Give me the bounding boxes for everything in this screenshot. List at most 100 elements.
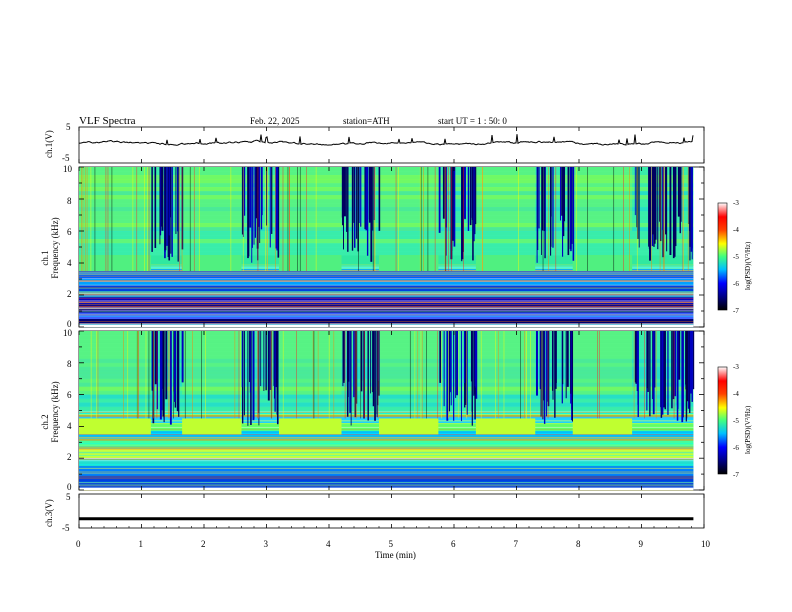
- spec-spike: [552, 167, 554, 248]
- spec-bright-spike: [420, 331, 422, 419]
- spec-spike: [567, 167, 570, 256]
- x-tick-label: 9: [639, 539, 644, 549]
- spec-bright-spike: [96, 331, 98, 419]
- spec-band: [79, 211, 694, 216]
- spec-bright-spike: [193, 167, 195, 271]
- spec-spike: [450, 331, 451, 393]
- spec-bright-spike: [289, 167, 290, 271]
- spec-bright-spike: [466, 331, 467, 419]
- spec-bright-spike: [287, 167, 289, 271]
- spec-bright-spike: [156, 331, 158, 419]
- spec-streak: [79, 304, 694, 306]
- spec-streak: [79, 434, 694, 436]
- spec-bright-spike: [598, 331, 600, 419]
- spec-spike: [260, 331, 262, 387]
- spec-streak: [79, 452, 694, 454]
- spec-spike: [249, 331, 250, 383]
- spec-spike: [442, 167, 445, 219]
- spec-bright-spike: [296, 331, 297, 419]
- spec-spike: [169, 167, 172, 218]
- spec-bright-spike: [541, 331, 543, 419]
- x-tick-label: 7: [514, 539, 519, 549]
- spec-spike: [662, 167, 664, 230]
- spec-bright-spike: [437, 331, 439, 419]
- spec-band: [79, 402, 694, 408]
- x-tick-label: 2: [201, 539, 206, 549]
- spec-bright-spike: [613, 167, 615, 271]
- spec-bright-spike: [84, 167, 86, 271]
- spec-bright-spike: [440, 331, 442, 419]
- spec-spike: [546, 331, 548, 417]
- spec-spike: [368, 167, 371, 223]
- ch2-ytick-10: 10: [63, 328, 73, 338]
- ch2-ytick-8: 8: [67, 359, 72, 369]
- spec-spike: [168, 167, 170, 236]
- spec-spike: [176, 331, 179, 412]
- spec-streak: [79, 484, 694, 486]
- spec-band: [79, 390, 694, 396]
- spec-spike: [561, 167, 564, 216]
- spec-spike: [681, 331, 683, 423]
- spec-bright-spike: [205, 331, 206, 419]
- spec-streak: [79, 481, 694, 483]
- spec-spike: [364, 167, 366, 216]
- spec-spike: [273, 331, 275, 386]
- spec-band: [79, 231, 694, 236]
- spec-low-band: [79, 466, 694, 476]
- spec-burst-upper: [79, 331, 151, 395]
- spec-spike: [258, 167, 261, 227]
- spec-spike: [341, 167, 343, 218]
- spec-bright-spike: [655, 331, 657, 419]
- spec-streak: [79, 412, 694, 414]
- spec-bright-spike: [360, 331, 362, 419]
- spec-band: [79, 207, 694, 212]
- spec-spike: [269, 331, 272, 390]
- spec-band: [79, 370, 694, 376]
- spec-streak: [79, 468, 694, 469]
- ch2-ytick-6: 6: [67, 390, 72, 400]
- spec-spike: [455, 331, 457, 398]
- ch2-cbar-tick-m7: -7: [733, 471, 739, 479]
- ch3-waveform-frame: [78, 493, 705, 529]
- spec-spike: [370, 331, 371, 394]
- spec-bright-spike: [555, 167, 557, 271]
- spec-spike: [659, 167, 662, 242]
- spec-band: [79, 239, 694, 244]
- spec-streak: [79, 460, 694, 462]
- ch2-cbar-tick-m6: -6: [733, 444, 739, 452]
- spec-bright-spike: [328, 331, 330, 419]
- ch1-waveform-line: [78, 134, 694, 146]
- spec-streak: [79, 273, 694, 274]
- spec-streak: [79, 280, 694, 281]
- spec-streak: [79, 451, 694, 453]
- spec-spike: [267, 331, 270, 401]
- spec-spike: [263, 331, 265, 392]
- spec-bright-spike: [663, 167, 665, 271]
- ch2-frequency-label: Frequency (kHz): [50, 381, 60, 442]
- spec-bright-spike: [497, 331, 499, 419]
- spec-bright-spike: [524, 331, 525, 419]
- spec-bright-spike: [270, 331, 272, 419]
- spec-bright-spike: [427, 167, 429, 271]
- spec-bright-spike: [173, 331, 174, 419]
- spec-streak: [79, 438, 694, 440]
- spec-spike: [159, 167, 161, 245]
- spec-spike: [466, 331, 468, 415]
- spec-low-band: [79, 312, 694, 319]
- spec-streak: [79, 437, 694, 438]
- ch2-cbar-tick-m3: -3: [733, 363, 739, 371]
- spec-spike: [536, 167, 538, 263]
- spec-bright-spike: [132, 167, 134, 271]
- spec-spike: [535, 331, 538, 396]
- spec-spike: [648, 167, 651, 217]
- spec-spike: [543, 331, 545, 401]
- spec-bright-spike: [90, 331, 92, 419]
- spec-bright-spike: [317, 331, 319, 419]
- spec-spike: [559, 167, 561, 221]
- spec-spike: [687, 331, 690, 409]
- spec-bright-spike: [105, 167, 107, 271]
- spec-spike: [342, 167, 344, 226]
- spec-band: [79, 191, 694, 196]
- spec-spike: [241, 167, 244, 235]
- spec-streak: [79, 314, 694, 316]
